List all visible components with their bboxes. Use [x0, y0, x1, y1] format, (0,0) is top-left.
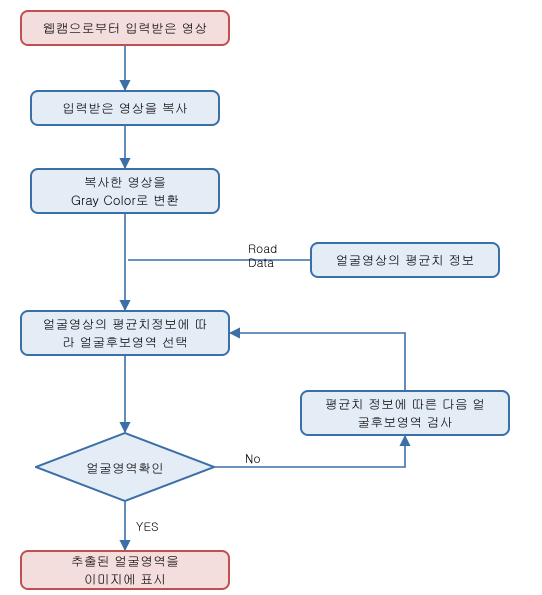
node-select: 얼굴영상의 평균치정보에 따 라 얼굴후보영역 선택 — [20, 310, 230, 356]
node-copy: 입력받은 영상을 복사 — [30, 90, 220, 126]
edge-decide-next — [215, 436, 405, 467]
node-end: 추출된 얼굴영역을 이미지에 표시 — [20, 550, 230, 590]
edge-label-yes: YES — [136, 518, 159, 535]
node-next: 평균치 정보에 따른 다음 얼 굴후보영역 검사 — [300, 390, 510, 436]
edge-label-road-data: Road Data — [248, 242, 277, 271]
node-decide: 얼굴영역확인 — [35, 432, 215, 502]
node-start: 웹캠으로부터 입력받은 영상 — [20, 10, 230, 46]
node-avginfo: 얼굴영상의 평균치 정보 — [310, 242, 500, 278]
node-decide-label: 얼굴영역확인 — [35, 432, 215, 502]
edge-label-no: No — [245, 450, 261, 467]
edge-next-select — [230, 333, 405, 390]
node-gray: 복사한 영상을 Gray Color로 변환 — [30, 168, 220, 214]
